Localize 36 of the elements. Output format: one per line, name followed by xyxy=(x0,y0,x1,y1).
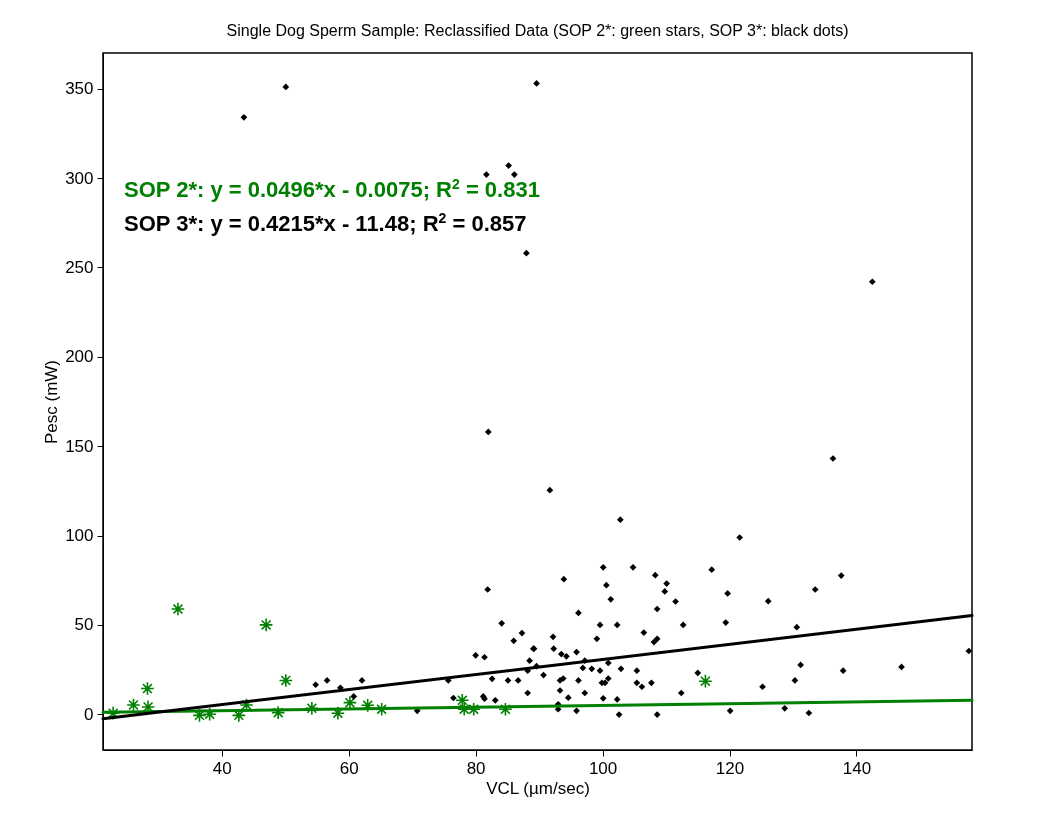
point xyxy=(170,601,186,617)
point xyxy=(457,702,472,717)
y-tick-label: 300 xyxy=(65,168,94,188)
point xyxy=(106,706,121,721)
y-tick-label: 250 xyxy=(65,257,94,277)
y-tick-label: 350 xyxy=(65,79,94,99)
point xyxy=(271,705,286,720)
x-tick-label: 60 xyxy=(339,758,359,778)
annotation: SOP 2*: y = 0.0496*x - 0.0075; R$^{2}$ = 0.831 xyxy=(124,176,540,204)
point xyxy=(498,702,513,717)
x-tick-label: 140 xyxy=(842,758,872,778)
y-tick-label: 200 xyxy=(65,347,94,367)
point xyxy=(126,697,141,713)
y-axis-title: Pesc (mW) xyxy=(42,359,62,445)
point xyxy=(466,702,481,717)
x-tick-label: 80 xyxy=(466,758,486,778)
x-tick-label: 120 xyxy=(715,758,745,778)
y-tick-label: 100 xyxy=(65,526,94,546)
point xyxy=(455,693,470,708)
y-tick-label: 50 xyxy=(74,615,94,635)
annotation: SOP 3*: y = 0.4215*x - 11.48; R$^{2}$ = 0.857 xyxy=(124,210,527,238)
chart-title: Single Dog Sperm Sample: Reclassified Data (SOP 2*: green stars, SOP 3*: black dots) xyxy=(226,22,849,39)
point xyxy=(360,698,375,713)
point xyxy=(304,701,319,716)
x-tick-label: 40 xyxy=(212,758,232,778)
y-tick-label: 0 xyxy=(84,704,94,724)
point xyxy=(259,617,274,633)
point xyxy=(330,706,345,721)
x-axis-title: VCL (µm/sec) xyxy=(486,778,590,798)
point xyxy=(698,674,713,689)
point xyxy=(140,681,155,696)
point xyxy=(342,695,358,710)
point xyxy=(374,702,389,717)
y-tick-label: 150 xyxy=(65,436,94,456)
point xyxy=(278,673,293,688)
x-tick-label: 100 xyxy=(588,758,618,778)
